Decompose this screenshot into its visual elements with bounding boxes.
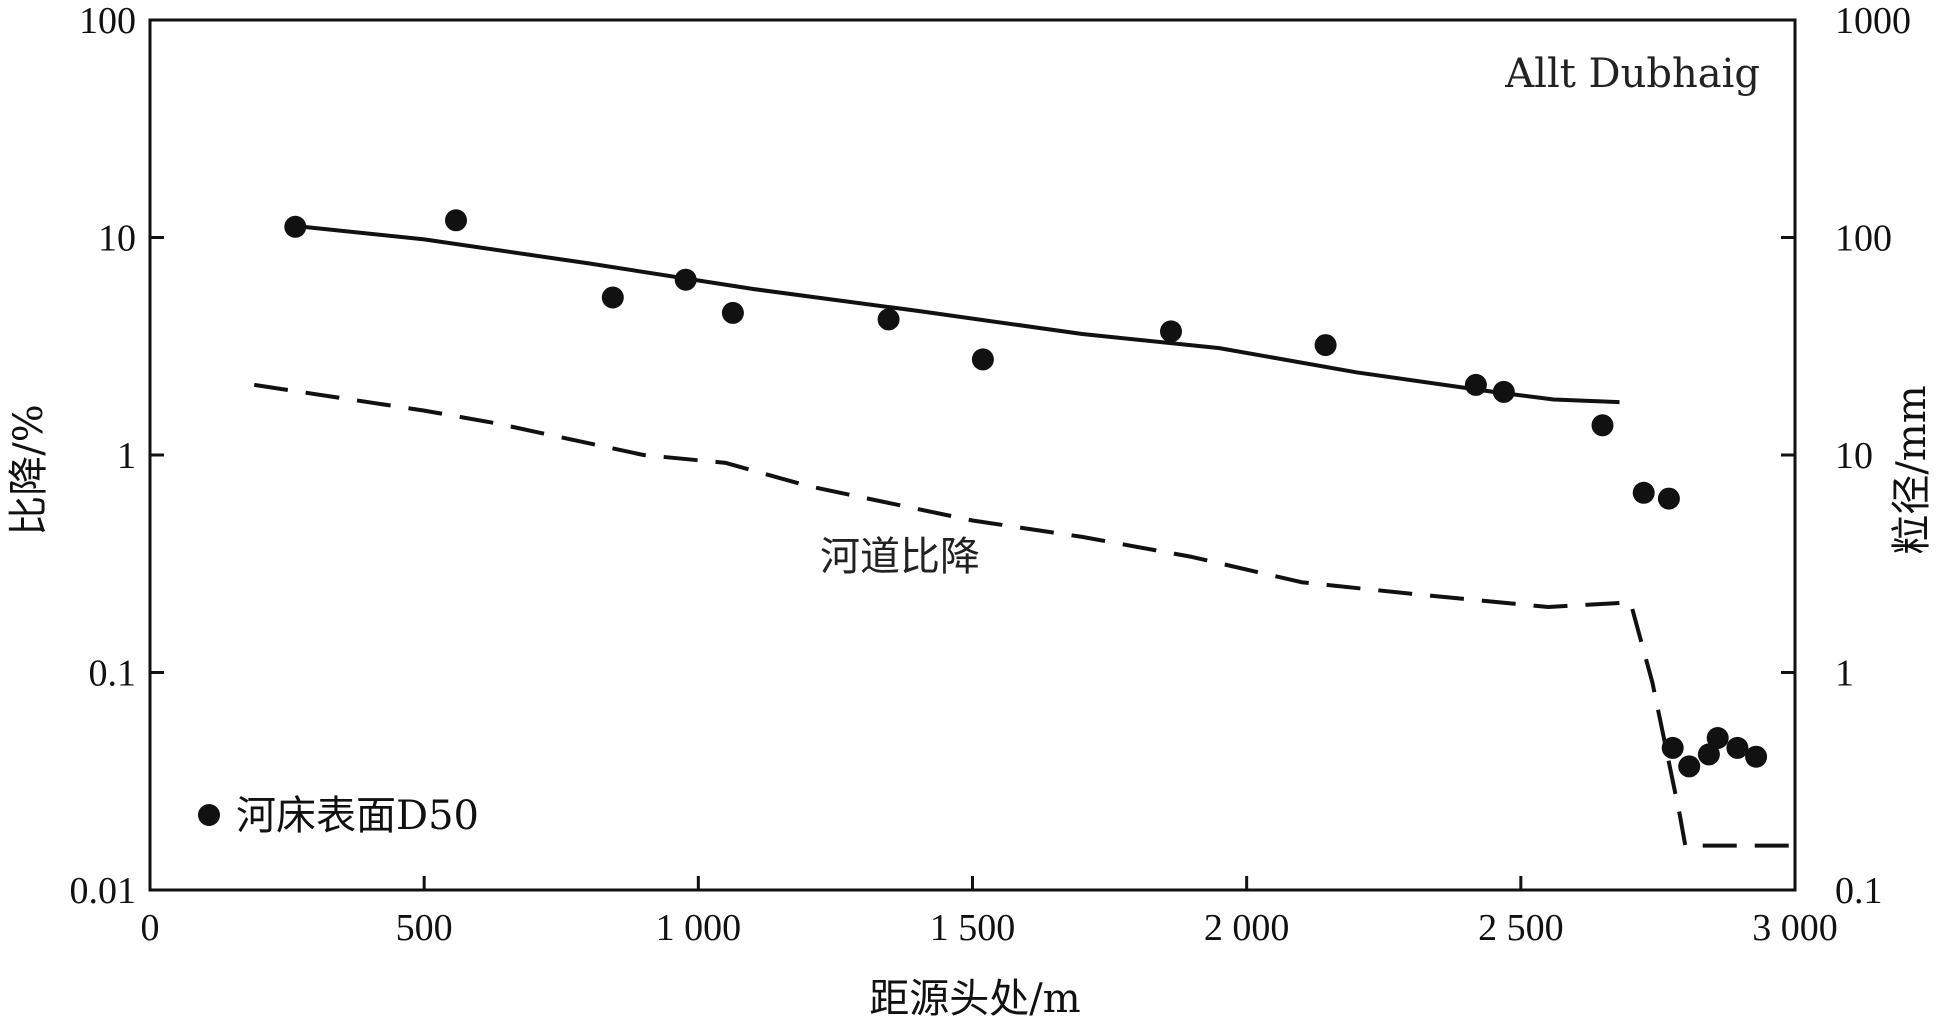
d50-point (1678, 755, 1701, 778)
y-axis-left-title: 比降/% (6, 404, 52, 535)
y-left-tick-label: 100 (79, 0, 136, 42)
x-tick-label: 2 000 (1204, 907, 1290, 949)
d50-point (1160, 320, 1182, 343)
y-left-tick-label: 1 (117, 435, 136, 477)
legend: 河床表面D50 (198, 793, 479, 839)
plot-frame (148, 18, 1797, 892)
d50-point (445, 209, 467, 232)
y-axis-right-title: 粒径/mm (1889, 385, 1935, 554)
y-right-tick-label: 100 (1835, 218, 1892, 260)
y-left-tick-label: 0.1 (89, 653, 137, 695)
d50-point (1591, 414, 1614, 437)
y-right-tick-label: 1000 (1835, 0, 1911, 42)
chart-title: Allt Dubhaig (1504, 51, 1760, 97)
x-tick-label: 1 500 (930, 907, 1016, 949)
d50-point (1745, 745, 1768, 768)
y-right-tick-label: 10 (1835, 435, 1873, 477)
d50-point (1632, 481, 1655, 504)
x-tick-label: 2 500 (1478, 907, 1564, 949)
d50-point (1657, 487, 1680, 510)
d50-point (877, 308, 900, 331)
legend-label: 河床表面D50 (236, 793, 479, 839)
d50-point (1697, 743, 1720, 766)
legend-marker (198, 804, 220, 826)
y-right-tick-label: 0.1 (1835, 870, 1883, 912)
x-axis-title: 距源头处/m (869, 976, 1080, 1022)
d50-point (1464, 373, 1487, 396)
x-tick-label: 1 000 (656, 907, 742, 949)
d50-point (721, 301, 744, 324)
d50-point (1726, 736, 1749, 759)
y-right-tick-label: 1 (1835, 653, 1854, 695)
channel-slope-line (253, 382, 1795, 848)
d50-point (1706, 727, 1729, 749)
d50-trend-line (295, 224, 1620, 405)
d50-point (601, 286, 624, 309)
d50-point (971, 348, 994, 371)
y-left-tick-label: 0.01 (70, 870, 137, 912)
d50-point (1661, 736, 1684, 759)
x-tick-label: 500 (396, 907, 453, 949)
slope-annotation: 河道比降 (820, 534, 980, 580)
x-tick-label: 0 (141, 907, 160, 949)
x-tick-label: 3 000 (1752, 907, 1838, 949)
y-left-tick-label: 10 (98, 218, 136, 260)
d50-point (1314, 334, 1337, 357)
